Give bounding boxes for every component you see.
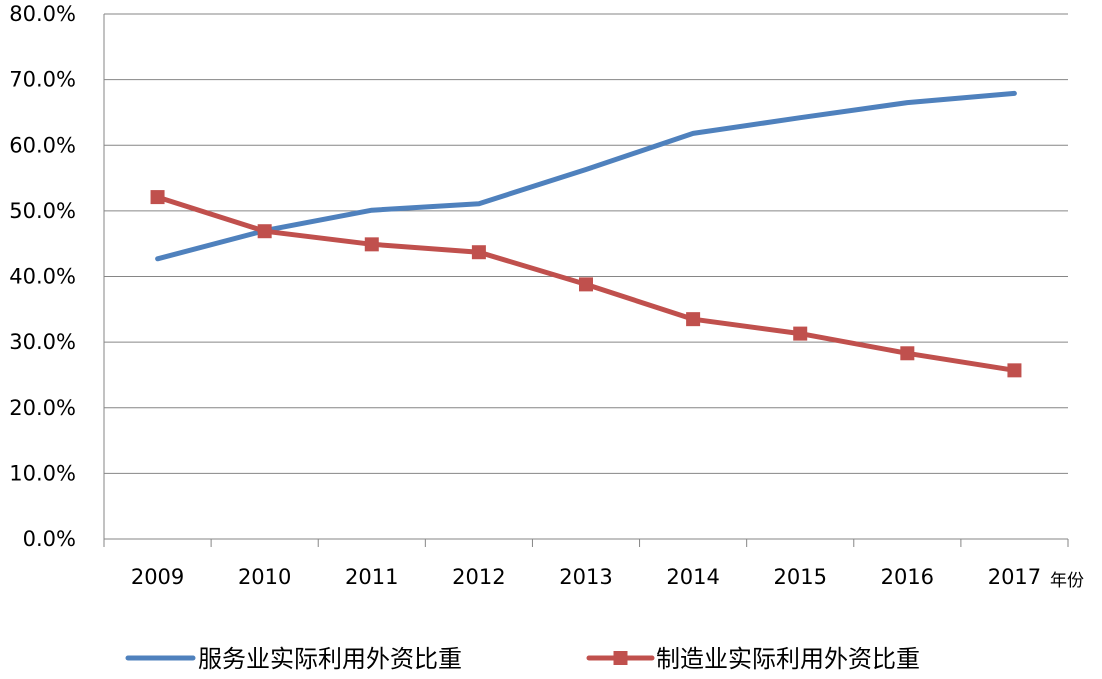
y-tick-label: 70.0% — [9, 68, 76, 92]
data-point-marker — [793, 326, 808, 341]
y-tick-label: 60.0% — [9, 133, 76, 157]
y-tick-label: 40.0% — [9, 265, 76, 289]
x-tick-label: 2017 — [988, 565, 1041, 589]
legend: 服务业实际利用外资比重 制造业实际利用外资比重 — [125, 645, 920, 673]
x-tick-label: 2012 — [452, 565, 505, 589]
data-point-marker — [579, 277, 593, 292]
x-tick-label: 2015 — [773, 565, 826, 589]
axes — [103, 14, 1069, 547]
x-tick-label: 2014 — [666, 565, 719, 589]
x-axis-unit-label: 年份 — [1050, 571, 1084, 591]
data-point-marker — [150, 190, 165, 205]
legend-label: 服务业实际利用外资比重 — [198, 645, 462, 673]
legend-label: 制造业实际利用外资比重 — [656, 645, 920, 673]
series-2 — [150, 190, 1022, 378]
data-point-marker — [686, 312, 701, 327]
data-point-marker — [1007, 363, 1022, 378]
x-tick-label: 2016 — [881, 565, 934, 589]
x-tick-label: 2011 — [345, 565, 398, 589]
data-point-marker — [257, 224, 272, 239]
y-axis-tick-labels: 0.0% 10.0% 20.0% 30.0% 40.0% 50.0% 60.0% 70.0% 8… — [9, 2, 76, 551]
x-tick-label: 2010 — [238, 565, 291, 589]
x-axis-tick-labels: 2009 2010 2011 2012 2013 2014 2015 2016 2017 — [131, 565, 1041, 589]
data-point-marker — [471, 245, 486, 260]
gridlines — [104, 13, 1068, 474]
legend-item: 服务业实际利用外资比重 — [125, 645, 462, 673]
data-point-marker — [364, 237, 379, 252]
y-tick-label: 10.0% — [9, 461, 76, 485]
series-layer — [150, 90, 1022, 378]
legend-item: 制造业实际利用外资比重 — [586, 645, 920, 673]
y-tick-label: 0.0% — [23, 527, 76, 551]
y-tick-label: 30.0% — [9, 330, 76, 354]
x-tick-label: 2013 — [559, 565, 612, 589]
x-tick-label: 2009 — [131, 565, 184, 589]
y-tick-label: 20.0% — [9, 396, 76, 420]
y-tick-label: 50.0% — [9, 199, 76, 223]
y-tick-label: 80.0% — [9, 2, 76, 26]
series-line — [155, 90, 1017, 262]
legend-swatch-marker — [613, 651, 628, 665]
series-1 — [155, 90, 1017, 262]
data-point-marker — [900, 346, 915, 361]
